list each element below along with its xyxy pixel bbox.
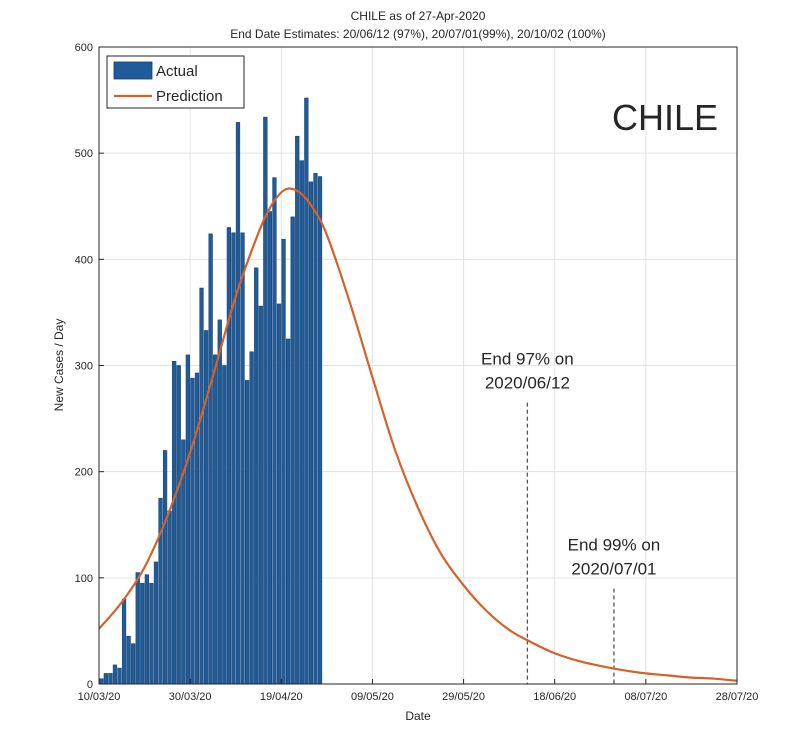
end-date-annotations: End 97% on 2020/06/12 End 99% on 2020/07/01: [481, 350, 660, 579]
x-tick-label: 19/04/20: [260, 691, 303, 703]
y-tick-label: 300: [75, 361, 93, 373]
x-tick-label: 28/07/20: [716, 691, 759, 703]
y-tick-label: 400: [75, 254, 93, 266]
x-axis-ticks: 10/03/20 30/03/20 19/04/20 09/05/20 29/05/20…: [78, 679, 759, 703]
actual-bar: [272, 177, 277, 685]
actual-bar: [267, 211, 273, 685]
y-tick-label: 0: [87, 679, 93, 691]
actual-bar: [199, 287, 204, 685]
actual-bar: [281, 238, 286, 685]
actual-bar: [263, 116, 268, 685]
legend-swatch-actual: [113, 61, 153, 80]
x-tick-label: 30/03/20: [169, 691, 212, 703]
actual-bar: [304, 97, 309, 685]
prediction-line: [98, 187, 738, 682]
actual-bar: [103, 673, 108, 685]
actual-bar: [167, 510, 172, 685]
legend: Actual Prediction: [106, 55, 245, 109]
actual-bar: [203, 330, 209, 685]
x-tick-label: 08/07/20: [624, 691, 667, 703]
actual-bar: [299, 160, 304, 685]
actual-bar: [295, 135, 300, 685]
actual-bar: [176, 365, 181, 685]
actual-bar: [172, 361, 177, 685]
y-axis-label: New Cases / Day: [52, 319, 66, 412]
actual-bar: [121, 598, 127, 685]
chart-title: CHILE as of 27-Apr-2020: [351, 9, 486, 23]
plot-area: [98, 46, 738, 685]
actual-bar: [153, 561, 159, 685]
y-tick-label: 100: [75, 573, 93, 585]
x-tick-label: 10/03/20: [78, 691, 121, 703]
annotation-line1: End 99% on: [568, 535, 661, 554]
actual-bar: [317, 176, 323, 685]
actual-bar: [190, 377, 195, 685]
actual-bar: [158, 497, 163, 685]
actual-bar: [249, 351, 254, 685]
actual-bar: [286, 338, 291, 685]
actual-bar: [135, 572, 140, 685]
annotation-line2: 2020/06/12: [485, 374, 570, 393]
actual-bar: [185, 354, 190, 685]
x-tick-label: 18/06/20: [533, 691, 576, 703]
y-axis-ticks: 0 100 200 300 400 500 600: [75, 42, 104, 691]
actual-bar: [149, 582, 154, 685]
actual-bars: [99, 97, 323, 685]
legend-label-actual: Actual: [156, 63, 198, 80]
actual-bar: [144, 574, 149, 685]
legend-label-prediction: Prediction: [156, 88, 223, 105]
actual-bar: [290, 216, 295, 685]
actual-bar: [194, 372, 200, 685]
actual-bar: [226, 227, 231, 685]
actual-bar: [240, 232, 245, 685]
actual-bar: [258, 305, 263, 685]
actual-bar: [276, 303, 282, 685]
annotation-line2: 2020/07/01: [571, 559, 656, 578]
actual-bar: [217, 319, 222, 685]
y-tick-label: 600: [75, 42, 93, 54]
actual-bar: [140, 582, 145, 685]
actual-bar: [99, 678, 104, 685]
y-tick-label: 200: [75, 467, 93, 479]
actual-bar: [213, 354, 218, 685]
actual-bar: [244, 380, 250, 685]
country-watermark: CHILE: [612, 97, 718, 138]
actual-bar: [235, 122, 241, 685]
actual-bar: [313, 173, 318, 685]
actual-bar: [126, 635, 131, 685]
y-tick-label: 500: [75, 148, 93, 160]
actual-bar: [117, 667, 122, 685]
annotation-line1: End 97% on: [481, 350, 574, 369]
chart-subtitle: End Date Estimates: 20/06/12 (97%), 20/0…: [230, 27, 606, 41]
actual-bar: [208, 233, 213, 685]
x-axis-label: Date: [405, 709, 431, 723]
actual-bar: [254, 267, 259, 685]
actual-bar: [131, 643, 136, 685]
actual-bar: [308, 181, 314, 685]
x-tick-label: 29/05/20: [442, 691, 485, 703]
actual-bar: [112, 664, 118, 685]
actual-bar: [162, 450, 168, 685]
x-tick-label: 09/05/20: [351, 691, 394, 703]
actual-bar: [222, 365, 227, 685]
actual-bar: [108, 673, 113, 685]
